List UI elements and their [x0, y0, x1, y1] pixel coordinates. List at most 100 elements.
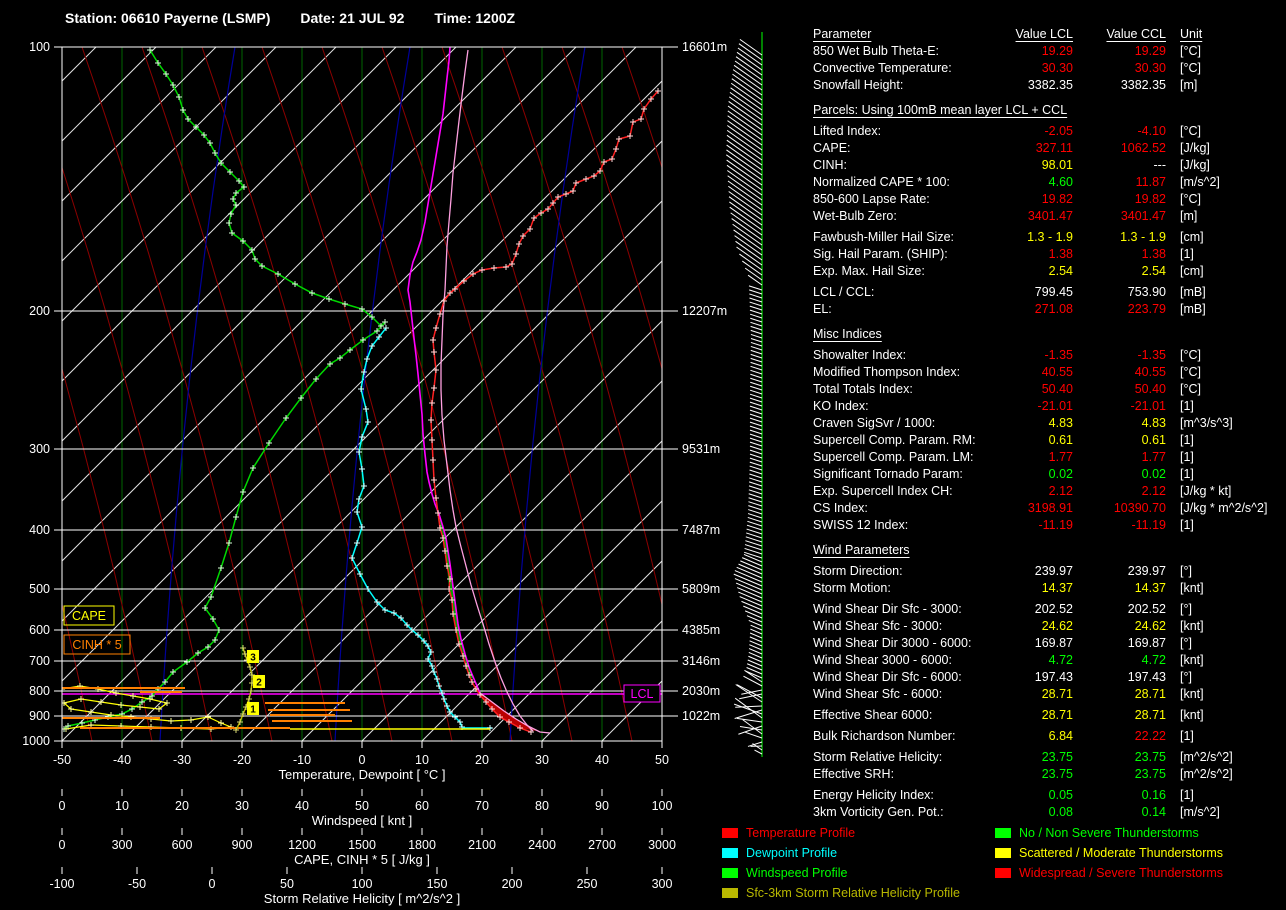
table-row: Showalter Index:-1.35-1.35[°C]	[813, 347, 1281, 364]
legend-severity: No / Non Severe ThunderstormsScattered /…	[995, 823, 1223, 883]
value-ccl: 223.79	[1073, 301, 1166, 318]
skewt-svg: 123CAPECINH * 5LCL1002003004005006007008…	[0, 0, 810, 910]
svg-text:600: 600	[172, 838, 193, 852]
value-ccl: 202.52	[1073, 601, 1166, 618]
param-label: Convective Temperature:	[813, 60, 1003, 77]
section-header: Parcels: Using 100mB mean layer LCL + CC…	[813, 102, 1281, 119]
value-lcl: 30.30	[1003, 60, 1073, 77]
value-ccl: 23.75	[1073, 749, 1166, 766]
legend-profiles: Temperature ProfileDewpoint ProfileWinds…	[722, 823, 960, 903]
legend-swatch-icon	[995, 868, 1011, 878]
svg-text:30: 30	[535, 753, 549, 767]
unit-label: [°C]	[1166, 381, 1281, 398]
table-row: Exp. Max. Hail Size:2.542.54[cm]	[813, 263, 1281, 280]
svg-text:2100: 2100	[468, 838, 496, 852]
table-row: CAPE:327.111062.52[J/kg]	[813, 140, 1281, 157]
value-ccl: 50.40	[1073, 381, 1166, 398]
value-lcl: 271.08	[1003, 301, 1073, 318]
unit-label: [°C]	[1166, 347, 1281, 364]
value-lcl: 327.11	[1003, 140, 1073, 157]
svg-text:0: 0	[59, 799, 66, 813]
param-label: Total Totals Index:	[813, 381, 1003, 398]
legend-label: No / Non Severe Thunderstorms	[1019, 826, 1199, 840]
value-ccl: 30.30	[1073, 60, 1166, 77]
param-label: Modified Thompson Index:	[813, 364, 1003, 381]
svg-text:LCL: LCL	[631, 687, 654, 701]
table-row: Wet-Bulb Zero:3401.473401.47[m]	[813, 208, 1281, 225]
table-row: Convective Temperature:30.3030.30[°C]	[813, 60, 1281, 77]
value-ccl: 169.87	[1073, 635, 1166, 652]
value-lcl: 4.72	[1003, 652, 1073, 669]
param-label: Storm Direction:	[813, 563, 1003, 580]
unit-label: [1]	[1166, 466, 1281, 483]
svg-text:300: 300	[29, 442, 50, 456]
svg-text:7487m: 7487m	[682, 523, 720, 537]
param-label: 850 Wet Bulb Theta-E:	[813, 43, 1003, 60]
value-lcl: 2.54	[1003, 263, 1073, 280]
param-label: CAPE:	[813, 140, 1003, 157]
unit-label: [m^2/s^2]	[1166, 766, 1281, 783]
param-label: Bulk Richardson Number:	[813, 728, 1003, 745]
value-ccl: 40.55	[1073, 364, 1166, 381]
value-ccl: 1.38	[1073, 246, 1166, 263]
value-lcl: 0.02	[1003, 466, 1073, 483]
svg-text:-10: -10	[293, 753, 311, 767]
param-label: Wet-Bulb Zero:	[813, 208, 1003, 225]
unit-label: [knt]	[1166, 652, 1281, 669]
value-ccl: 197.43	[1073, 669, 1166, 686]
svg-text:500: 500	[29, 582, 50, 596]
param-label: Fawbush-Miller Hail Size:	[813, 229, 1003, 246]
value-lcl: 19.82	[1003, 191, 1073, 208]
table-row: Wind Shear Dir Sfc - 6000:197.43197.43[°…	[813, 669, 1281, 686]
value-lcl: -21.01	[1003, 398, 1073, 415]
value-ccl: -11.19	[1073, 517, 1166, 534]
value-lcl: 0.08	[1003, 804, 1073, 821]
legend-item: Temperature Profile	[722, 823, 960, 843]
svg-text:200: 200	[29, 304, 50, 318]
value-lcl: 0.05	[1003, 787, 1073, 804]
legend-label: Sfc-3km Storm Relative Helicity Profile	[746, 886, 960, 900]
value-lcl: 19.29	[1003, 43, 1073, 60]
param-label: Wind Shear Dir Sfc - 6000:	[813, 669, 1003, 686]
value-ccl: 24.62	[1073, 618, 1166, 635]
legend-swatch-icon	[722, 868, 738, 878]
value-lcl: 2.12	[1003, 483, 1073, 500]
value-ccl: 2.12	[1073, 483, 1166, 500]
svg-text:3146m: 3146m	[682, 654, 720, 668]
unit-label: [m]	[1166, 77, 1281, 94]
svg-text:30: 30	[235, 799, 249, 813]
param-label: 850-600 Lapse Rate:	[813, 191, 1003, 208]
value-ccl: 0.02	[1073, 466, 1166, 483]
param-label: Wind Shear Sfc - 3000:	[813, 618, 1003, 635]
svg-text:1500: 1500	[348, 838, 376, 852]
param-label: Supercell Comp. Param. LM:	[813, 449, 1003, 466]
svg-text:50: 50	[655, 753, 669, 767]
svg-text:150: 150	[427, 877, 448, 891]
unit-label: [J/kg]	[1166, 157, 1281, 174]
col-value-ccl: Value CCL	[1073, 26, 1166, 43]
legend-item: No / Non Severe Thunderstorms	[995, 823, 1223, 843]
legend-item: Windspeed Profile	[722, 863, 960, 883]
unit-label: [1]	[1166, 728, 1281, 745]
svg-text:1022m: 1022m	[682, 709, 720, 723]
value-ccl: -4.10	[1073, 123, 1166, 140]
section-header: Misc Indices	[813, 326, 1281, 343]
svg-text:10: 10	[115, 799, 129, 813]
svg-text:1800: 1800	[408, 838, 436, 852]
param-label: Craven SigSvr / 1000:	[813, 415, 1003, 432]
value-ccl: 1062.52	[1073, 140, 1166, 157]
svg-text:10: 10	[415, 753, 429, 767]
svg-text:50: 50	[355, 799, 369, 813]
value-lcl: 23.75	[1003, 766, 1073, 783]
unit-label: [cm]	[1166, 229, 1281, 246]
value-lcl: 3401.47	[1003, 208, 1073, 225]
unit-label: [°]	[1166, 563, 1281, 580]
svg-text:-50: -50	[128, 877, 146, 891]
svg-text:40: 40	[295, 799, 309, 813]
table-row: Significant Tornado Param:0.020.02[1]	[813, 466, 1281, 483]
legend-label: Temperature Profile	[746, 826, 855, 840]
table-row: Bulk Richardson Number:6.8422.22[1]	[813, 728, 1281, 745]
legend-label: Widespread / Severe Thunderstorms	[1019, 866, 1223, 880]
table-row: Effective SRH:23.7523.75[m^2/s^2]	[813, 766, 1281, 783]
svg-text:CAPE: CAPE	[72, 609, 106, 623]
